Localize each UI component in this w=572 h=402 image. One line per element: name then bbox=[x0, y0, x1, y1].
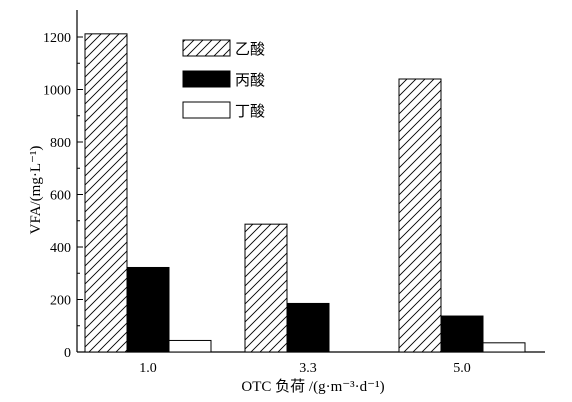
x-tick-label-3.3: 3.3 bbox=[299, 361, 317, 376]
y-tick-label-400: 400 bbox=[50, 241, 71, 256]
bar-2-3.3 bbox=[286, 302, 330, 353]
y-tick-label-200: 200 bbox=[50, 294, 71, 309]
x-tick-label-5.0: 5.0 bbox=[453, 361, 471, 376]
legend-label-3: 丁酸 bbox=[235, 102, 265, 120]
y-tick-label-1200: 1200 bbox=[43, 31, 71, 46]
y-tick-label-0: 0 bbox=[64, 346, 71, 361]
y-tick-label-800: 800 bbox=[50, 136, 71, 151]
x-tick-label-1.0: 1.0 bbox=[139, 361, 157, 376]
bar-3-1.0 bbox=[168, 339, 212, 353]
y-tick-label-600: 600 bbox=[50, 189, 71, 204]
y-axis-title: VFA/(mg·L⁻¹) bbox=[28, 146, 44, 235]
y-tick-label-1000: 1000 bbox=[43, 84, 71, 99]
legend-swatch-2 bbox=[182, 70, 231, 88]
legend-label-2: 丙酸 bbox=[235, 71, 265, 89]
bar-3-5.0 bbox=[482, 342, 526, 353]
legend-label-1: 乙酸 bbox=[235, 40, 265, 58]
bar-1-1.0 bbox=[84, 33, 128, 353]
bar-2-1.0 bbox=[126, 266, 170, 353]
legend-swatch-3 bbox=[182, 101, 231, 119]
legend-swatch-1 bbox=[182, 39, 231, 57]
bar-1-5.0 bbox=[398, 78, 442, 353]
x-axis-title: OTC 负荷 /(g·m⁻³·d⁻¹) bbox=[241, 378, 384, 395]
bar-1-3.3 bbox=[244, 223, 288, 353]
